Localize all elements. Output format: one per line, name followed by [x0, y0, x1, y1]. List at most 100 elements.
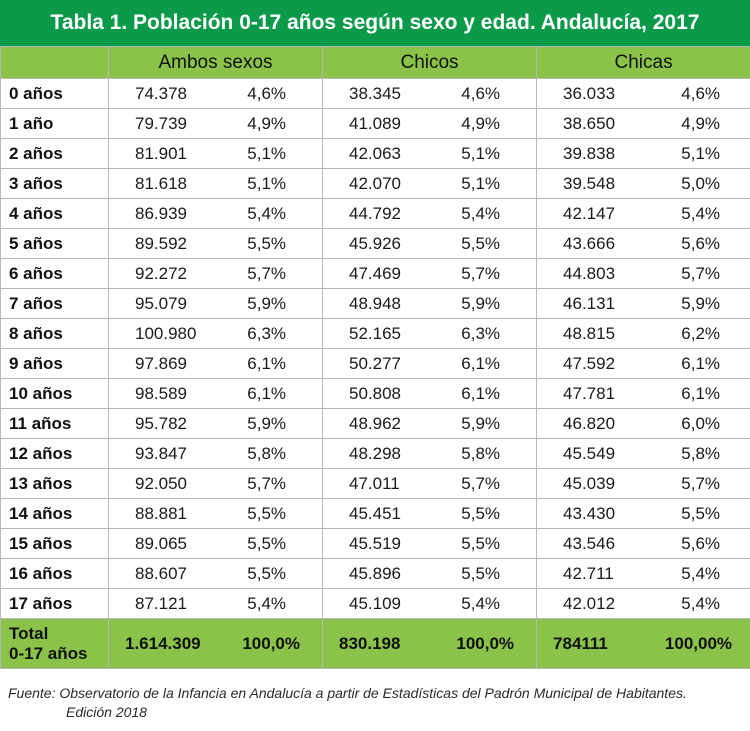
row-chicos-count: 52.165 [322, 318, 441, 349]
row-age-label: 10 años [0, 378, 109, 409]
row-age-label: 0 años [0, 78, 109, 109]
row-chicas-count: 42.147 [536, 198, 655, 229]
row-ambos-count: 89.065 [108, 528, 227, 559]
row-ambos-count: 81.618 [108, 168, 227, 199]
total-label-line2: 0-17 años [9, 643, 88, 663]
row-age-label: 4 años [0, 198, 109, 229]
row-chicos-count: 45.109 [322, 588, 441, 619]
row-ambos-count: 95.079 [108, 288, 227, 319]
row-age-label: 9 años [0, 348, 109, 379]
row-chicos-percent: 5,4% [440, 588, 538, 619]
row-chicos-percent: 4,9% [440, 108, 538, 139]
row-ambos-count: 79.739 [108, 108, 227, 139]
header-chicos: Chicos [322, 46, 538, 79]
row-chicos-percent: 4,6% [440, 78, 538, 109]
row-chicas-count: 39.548 [536, 168, 655, 199]
row-chicos-percent: 5,5% [440, 498, 538, 529]
row-chicas-percent: 6,0% [654, 408, 750, 439]
row-chicas-percent: 6,1% [654, 378, 750, 409]
row-age-label: 15 años [0, 528, 109, 559]
row-chicos-count: 41.089 [322, 108, 441, 139]
row-ambos-percent: 5,5% [226, 498, 324, 529]
table-row: 17 años 87.121 5,4% 45.109 5,4% 42.012 5,4% [0, 588, 750, 619]
row-chicas-percent: 5,0% [654, 168, 750, 199]
header-chicas: Chicas [536, 46, 750, 79]
row-chicos-percent: 5,7% [440, 258, 538, 289]
row-chicas-percent: 5,4% [654, 588, 750, 619]
row-chicos-percent: 5,9% [440, 288, 538, 319]
row-chicos-count: 48.298 [322, 438, 441, 469]
row-chicos-percent: 5,9% [440, 408, 538, 439]
row-ambos-count: 93.847 [108, 438, 227, 469]
table-row: 13 años 92.050 5,7% 47.011 5,7% 45.039 5,7% [0, 468, 750, 499]
row-chicos-count: 42.063 [322, 138, 441, 169]
row-chicos-percent: 5,8% [440, 438, 538, 469]
row-ambos-count: 87.121 [108, 588, 227, 619]
total-row: Total 0-17 años 1.614.309 100,0% 830.198 … [0, 618, 750, 669]
row-chicos-percent: 5,5% [440, 528, 538, 559]
table-row: 16 años 88.607 5,5% 45.896 5,5% 42.711 5,4% [0, 558, 750, 589]
row-ambos-count: 97.869 [108, 348, 227, 379]
row-chicas-count: 45.549 [536, 438, 655, 469]
header-ambos-sexos: Ambos sexos [107, 46, 324, 79]
row-age-label: 1 año [0, 108, 109, 139]
total-label: Total 0-17 años [0, 618, 109, 669]
row-ambos-percent: 5,9% [226, 288, 324, 319]
row-chicas-percent: 5,1% [654, 138, 750, 169]
row-ambos-percent: 5,1% [226, 168, 324, 199]
row-chicas-percent: 5,9% [654, 288, 750, 319]
row-chicas-count: 47.592 [536, 348, 655, 379]
row-age-label: 13 años [0, 468, 109, 499]
row-chicos-count: 38.345 [322, 78, 441, 109]
row-chicas-count: 43.546 [536, 528, 655, 559]
row-ambos-percent: 6,3% [226, 318, 324, 349]
row-ambos-percent: 5,5% [226, 558, 324, 589]
row-ambos-percent: 5,7% [226, 258, 324, 289]
row-age-label: 14 años [0, 498, 109, 529]
row-chicas-count: 38.650 [536, 108, 655, 139]
row-chicas-count: 47.781 [536, 378, 655, 409]
row-age-label: 17 años [0, 588, 109, 619]
table-row: 0 años 74.378 4,6% 38.345 4,6% 36.033 4,6% [0, 78, 750, 109]
row-chicos-count: 48.948 [322, 288, 441, 319]
table-row: 5 años 89.592 5,5% 45.926 5,5% 43.666 5,6% [0, 228, 750, 259]
row-ambos-percent: 4,6% [226, 78, 324, 109]
row-chicos-percent: 5,5% [440, 228, 538, 259]
row-chicos-count: 42.070 [322, 168, 441, 199]
row-ambos-count: 98.589 [108, 378, 227, 409]
table-row: 10 años 98.589 6,1% 50.808 6,1% 47.781 6,1% [0, 378, 750, 409]
total-label-line1: Total [9, 623, 49, 643]
footnote-line2: Edición 2018 [66, 704, 147, 720]
total-ambos-count: 1.614.309 [108, 618, 227, 669]
row-ambos-percent: 5,5% [226, 228, 324, 259]
table-row: 15 años 89.065 5,5% 45.519 5,5% 43.546 5,6% [0, 528, 750, 559]
row-chicas-percent: 6,2% [654, 318, 750, 349]
row-ambos-percent: 5,8% [226, 438, 324, 469]
row-chicas-count: 42.012 [536, 588, 655, 619]
row-chicas-count: 48.815 [536, 318, 655, 349]
row-chicas-percent: 4,9% [654, 108, 750, 139]
table-row: 6 años 92.272 5,7% 47.469 5,7% 44.803 5,7% [0, 258, 750, 289]
row-chicos-percent: 5,1% [440, 138, 538, 169]
row-chicas-percent: 5,5% [654, 498, 750, 529]
row-age-label: 5 años [0, 228, 109, 259]
row-chicas-count: 46.131 [536, 288, 655, 319]
row-age-label: 3 años [0, 168, 109, 199]
row-ambos-count: 88.881 [108, 498, 227, 529]
row-age-label: 11 años [0, 408, 109, 439]
row-chicos-count: 50.808 [322, 378, 441, 409]
row-chicos-count: 45.519 [322, 528, 441, 559]
row-chicas-count: 39.838 [536, 138, 655, 169]
population-table: Ambos sexos Chicos Chicas 0 años 74.378 4,… [0, 46, 750, 669]
row-ambos-count: 89.592 [108, 228, 227, 259]
row-ambos-percent: 5,5% [226, 528, 324, 559]
footnote-line1: Fuente: Observatorio de la Infancia en A… [8, 685, 687, 701]
row-chicas-count: 42.711 [536, 558, 655, 589]
table-row: 3 años 81.618 5,1% 42.070 5,1% 39.548 5,0% [0, 168, 750, 199]
row-chicas-count: 36.033 [536, 78, 655, 109]
total-chicas-count: 784111 [536, 618, 655, 669]
row-chicos-count: 44.792 [322, 198, 441, 229]
row-chicos-count: 45.926 [322, 228, 441, 259]
row-ambos-percent: 5,4% [226, 588, 324, 619]
row-ambos-count: 81.901 [108, 138, 227, 169]
